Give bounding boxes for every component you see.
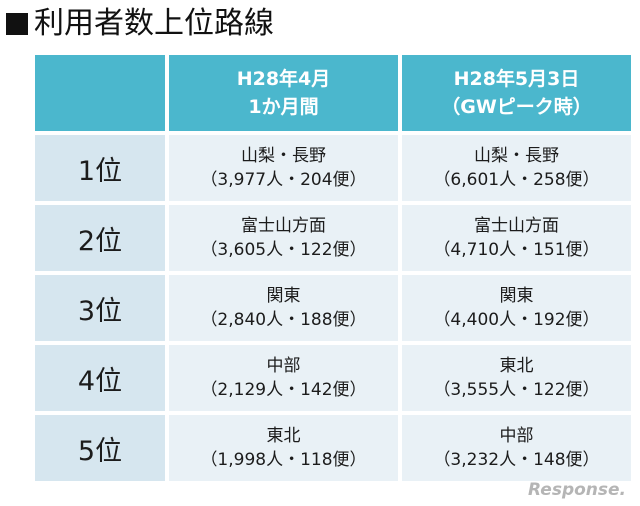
gw-cell: 富士山方面 （4,710人・151便） (402, 205, 631, 271)
table-header-row: H28年4月 1か月間 H28年5月3日 （GWピーク時） (35, 55, 631, 131)
route-stats: （2,129人・142便） (200, 380, 367, 400)
gw-cell: 山梨・長野 （6,601人・258便） (402, 135, 631, 201)
table-row: 2位 富士山方面 （3,605人・122便） 富士山方面 （4,710人・151… (35, 205, 631, 271)
route-stats: （6,601人・258便） (433, 170, 600, 190)
route-stats: （3,555人・122便） (433, 380, 600, 400)
rank-cell: 5位 (35, 415, 165, 481)
route-name: 中部 (499, 426, 534, 446)
page-title-text: 利用者数上位路線 (34, 6, 274, 41)
header-gw-peak: H28年5月3日 （GWピーク時） (402, 55, 631, 131)
header-april-month: H28年4月 1か月間 (169, 55, 398, 131)
table-row: 5位 東北 （1,998人・118便） 中部 （3,232人・148便） (35, 415, 631, 481)
header-gw-line2: （GWピーク時） (441, 96, 592, 118)
route-name: 東北 (266, 426, 301, 446)
bullet-square-icon (6, 13, 28, 35)
rank-cell: 4位 (35, 345, 165, 411)
route-name: 関東 (266, 286, 301, 306)
header-april-line2: 1か月間 (248, 96, 319, 118)
header-gw-line1: H28年5月3日 (453, 68, 580, 90)
response-watermark-logo: Response. (528, 480, 626, 500)
route-stats: （3,605人・122便） (200, 240, 367, 260)
route-stats: （1,998人・118便） (200, 450, 367, 470)
route-name: 山梨・長野 (241, 146, 326, 166)
table-row: 4位 中部 （2,129人・142便） 東北 （3,555人・122便） (35, 345, 631, 411)
route-stats: （3,232人・148便） (433, 450, 600, 470)
table-row: 1位 山梨・長野 （3,977人・204便） 山梨・長野 （6,601人・258… (35, 135, 631, 201)
header-april-line1: H28年4月 (236, 68, 331, 90)
header-corner-cell (35, 55, 165, 131)
gw-cell: 関東 （4,400人・192便） (402, 275, 631, 341)
route-stats: （4,400人・192便） (433, 310, 600, 330)
gw-cell: 中部 （3,232人・148便） (402, 415, 631, 481)
gw-cell: 東北 （3,555人・122便） (402, 345, 631, 411)
route-stats: （3,977人・204便） (200, 170, 367, 190)
table-row: 3位 関東 （2,840人・188便） 関東 （4,400人・192便） (35, 275, 631, 341)
april-cell: 山梨・長野 （3,977人・204便） (169, 135, 398, 201)
april-cell: 富士山方面 （3,605人・122便） (169, 205, 398, 271)
route-name: 関東 (499, 286, 534, 306)
rank-cell: 1位 (35, 135, 165, 201)
april-cell: 中部 （2,129人・142便） (169, 345, 398, 411)
rank-cell: 3位 (35, 275, 165, 341)
route-name: 中部 (266, 356, 301, 376)
route-stats: （4,710人・151便） (433, 240, 600, 260)
route-name: 富士山方面 (474, 216, 559, 236)
route-name: 東北 (499, 356, 534, 376)
april-cell: 関東 （2,840人・188便） (169, 275, 398, 341)
route-name: 富士山方面 (241, 216, 326, 236)
ranking-table: H28年4月 1か月間 H28年5月3日 （GWピーク時） 1位 山梨・長野 （… (31, 51, 635, 485)
april-cell: 東北 （1,998人・118便） (169, 415, 398, 481)
rank-cell: 2位 (35, 205, 165, 271)
route-name: 山梨・長野 (474, 146, 559, 166)
page-title: 利用者数上位路線 (6, 4, 274, 44)
route-stats: （2,840人・188便） (200, 310, 367, 330)
